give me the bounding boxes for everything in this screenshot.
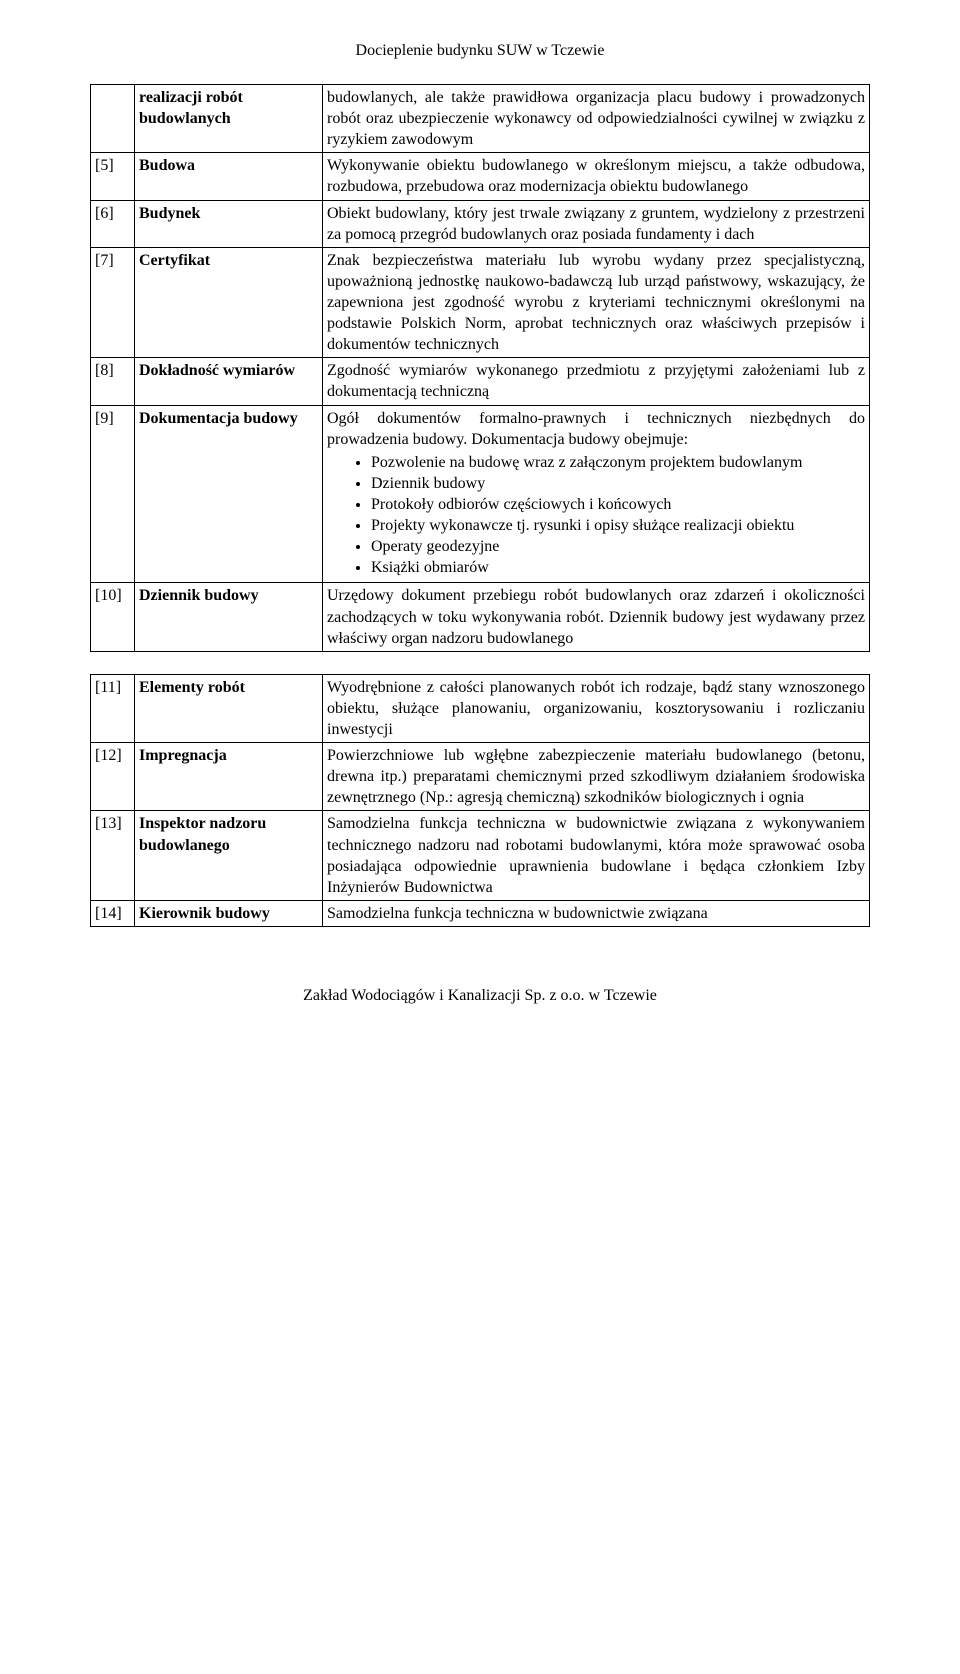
- list-item: Dziennik budowy: [371, 473, 865, 494]
- table-row: [6]BudynekObiekt budowlany, który jest t…: [91, 200, 870, 247]
- page-header: Docieplenie budynku SUW w Tczewie: [90, 42, 870, 60]
- definitions-table-2: [11]Elementy robótWyodrębnione z całości…: [90, 674, 870, 927]
- table-row: [5]BudowaWykonywanie obiektu budowlanego…: [91, 153, 870, 200]
- row-number: [91, 85, 135, 153]
- row-description: Powierzchniowe lub wgłębne zabezpieczeni…: [323, 743, 870, 811]
- row-number: [13]: [91, 811, 135, 900]
- row-number: [14]: [91, 900, 135, 926]
- table-row: [12]ImpregnacjaPowierzchniowe lub wgłębn…: [91, 743, 870, 811]
- row-term: Impregnacja: [135, 743, 323, 811]
- table-row: [14]Kierownik budowySamodzielna funkcja …: [91, 900, 870, 926]
- row-term: Budowa: [135, 153, 323, 200]
- table-row: [9]Dokumentacja budowyOgół dokumentów fo…: [91, 405, 870, 583]
- table-row: [7]CertyfikatZnak bezpieczeństwa materia…: [91, 247, 870, 358]
- row-term: Budynek: [135, 200, 323, 247]
- row-term: Dziennik budowy: [135, 583, 323, 651]
- table-row: realizacji robót budowlanychbudowlanych,…: [91, 85, 870, 153]
- page-footer: Zakład Wodociągów i Kanalizacji Sp. z o.…: [90, 987, 870, 1005]
- row-number: [10]: [91, 583, 135, 651]
- table-row: [8]Dokładność wymiarówZgodność wymiarów …: [91, 358, 870, 405]
- row-term: Inspektor nadzoru budowlanego: [135, 811, 323, 900]
- row-description: Wykonywanie obiektu budowlanego w określ…: [323, 153, 870, 200]
- row-description: Zgodność wymiarów wykonanego przedmiotu …: [323, 358, 870, 405]
- row-description: Znak bezpieczeństwa materiału lub wyrobu…: [323, 247, 870, 358]
- list-item: Operaty geodezyjne: [371, 536, 865, 557]
- table-row: [11]Elementy robótWyodrębnione z całości…: [91, 674, 870, 742]
- table-row: [13]Inspektor nadzoru budowlanegoSamodzi…: [91, 811, 870, 900]
- table-gap: [90, 652, 870, 674]
- list-item: Protokoły odbiorów częściowych i końcowy…: [371, 494, 865, 515]
- row-description: Ogół dokumentów formalno-prawnych i tech…: [323, 405, 870, 583]
- row-number: [6]: [91, 200, 135, 247]
- row-description: Obiekt budowlany, który jest trwale zwią…: [323, 200, 870, 247]
- row-term: Kierownik budowy: [135, 900, 323, 926]
- definitions-table-1: realizacji robót budowlanychbudowlanych,…: [90, 84, 870, 652]
- row-description: Urzędowy dokument przebiegu robót budowl…: [323, 583, 870, 651]
- list-item: Pozwolenie na budowę wraz z załączonym p…: [371, 452, 865, 473]
- row-description: Samodzielna funkcja techniczna w budowni…: [323, 811, 870, 900]
- row-term: Dokładność wymiarów: [135, 358, 323, 405]
- list-item: Książki obmiarów: [371, 557, 865, 578]
- row-description: Wyodrębnione z całości planowanych robót…: [323, 674, 870, 742]
- row-number: [7]: [91, 247, 135, 358]
- table-row: [10]Dziennik budowyUrzędowy dokument prz…: [91, 583, 870, 651]
- row-number: [5]: [91, 153, 135, 200]
- row-description: Samodzielna funkcja techniczna w budowni…: [323, 900, 870, 926]
- row-description-list: Pozwolenie na budowę wraz z załączonym p…: [327, 452, 865, 579]
- row-description-text: Ogół dokumentów formalno-prawnych i tech…: [327, 408, 865, 450]
- row-number: [11]: [91, 674, 135, 742]
- row-number: [8]: [91, 358, 135, 405]
- row-term: realizacji robót budowlanych: [135, 85, 323, 153]
- row-term: Elementy robót: [135, 674, 323, 742]
- row-description: budowlanych, ale także prawidłowa organi…: [323, 85, 870, 153]
- row-number: [12]: [91, 743, 135, 811]
- row-number: [9]: [91, 405, 135, 583]
- row-term: Dokumentacja budowy: [135, 405, 323, 583]
- row-term: Certyfikat: [135, 247, 323, 358]
- list-item: Projekty wykonawcze tj. rysunki i opisy …: [371, 515, 865, 536]
